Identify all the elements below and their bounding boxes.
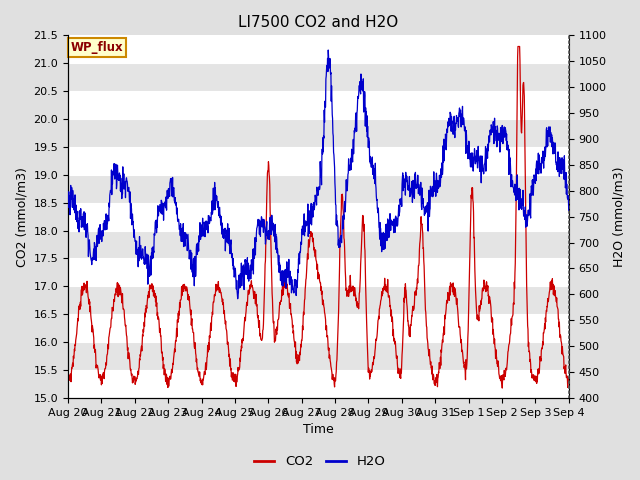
Bar	[68, 203, 569, 230]
Bar	[68, 370, 569, 398]
Bar	[68, 119, 569, 147]
Bar	[68, 147, 569, 175]
X-axis label: Time: Time	[303, 423, 333, 436]
Bar	[68, 258, 569, 287]
Legend: CO2, H2O: CO2, H2O	[249, 450, 391, 473]
Bar	[68, 63, 569, 91]
Text: WP_flux: WP_flux	[70, 41, 123, 54]
Title: LI7500 CO2 and H2O: LI7500 CO2 and H2O	[238, 15, 399, 30]
Y-axis label: CO2 (mmol/m3): CO2 (mmol/m3)	[15, 167, 28, 266]
Y-axis label: H2O (mmol/m3): H2O (mmol/m3)	[612, 167, 625, 267]
Bar	[68, 230, 569, 258]
Bar	[68, 287, 569, 314]
Bar	[68, 342, 569, 370]
Bar	[68, 36, 569, 63]
Bar	[68, 175, 569, 203]
Bar	[68, 314, 569, 342]
Bar	[68, 91, 569, 119]
